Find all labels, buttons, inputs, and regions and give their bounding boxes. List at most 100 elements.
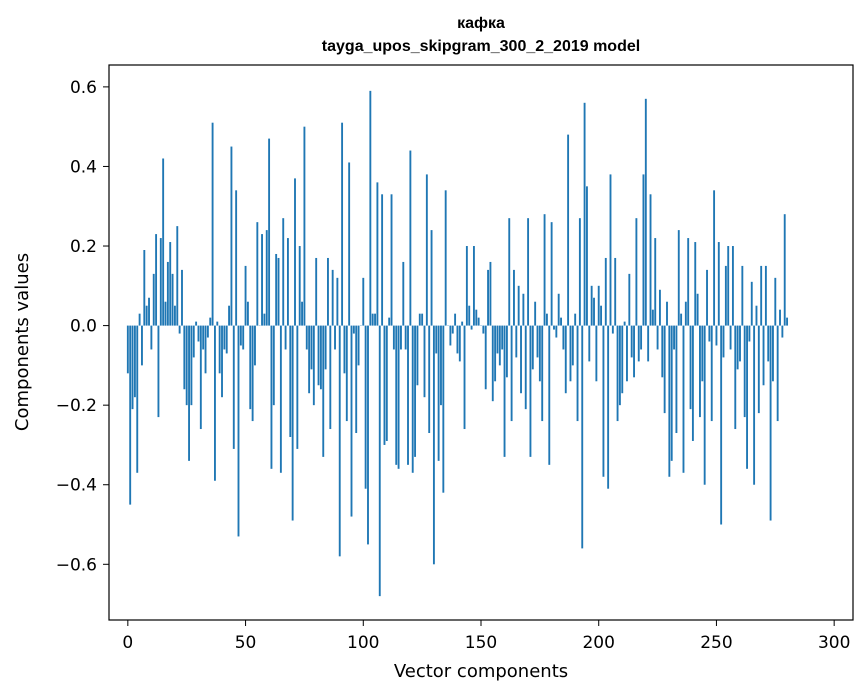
x-tick-label: 200 [582, 633, 614, 653]
bar [503, 325, 506, 457]
bar [548, 325, 551, 465]
bar [656, 325, 659, 350]
bar [432, 325, 435, 565]
bar [588, 325, 591, 362]
bar [322, 325, 325, 457]
bar [731, 246, 734, 326]
chart-title: кафка [457, 15, 505, 32]
bar [706, 269, 708, 326]
bar [724, 265, 727, 326]
bar [296, 325, 299, 449]
bar [668, 325, 671, 477]
bar [764, 265, 767, 326]
bar [164, 301, 167, 326]
bar [449, 325, 452, 346]
bar [560, 317, 562, 326]
x-tick-label: 300 [818, 633, 850, 653]
bar [557, 293, 560, 326]
bar [776, 325, 779, 422]
bar [524, 325, 527, 410]
bar [329, 325, 332, 430]
bar [376, 182, 379, 326]
plot-area-frame [108, 64, 854, 621]
x-tick-label: 0 [122, 633, 133, 653]
bar [649, 194, 652, 326]
bar [743, 325, 746, 418]
bar [640, 325, 643, 350]
bar [541, 325, 544, 422]
bar [633, 325, 635, 378]
bar [494, 325, 497, 382]
bar [734, 325, 737, 430]
bar [489, 261, 492, 326]
bar [609, 174, 612, 326]
bar [517, 285, 520, 326]
bar [680, 313, 683, 326]
y-tick-label: −0.4 [56, 476, 97, 496]
bar [148, 297, 150, 326]
bar [157, 325, 160, 418]
bar [595, 325, 598, 382]
bar [569, 325, 572, 382]
bar [779, 309, 781, 326]
bar [225, 325, 228, 354]
bar [265, 230, 268, 326]
bar [407, 325, 409, 465]
bar [772, 325, 774, 382]
bar [604, 257, 607, 326]
bar [277, 257, 280, 326]
y-tick-label: 0.6 [70, 78, 97, 98]
bar [628, 273, 631, 326]
bar [567, 134, 570, 326]
bar [757, 325, 760, 414]
bar [755, 305, 758, 326]
bar [675, 325, 678, 434]
bar [769, 325, 772, 521]
bar [131, 325, 134, 410]
bar [400, 325, 402, 350]
bar [699, 325, 701, 418]
bar [651, 309, 654, 326]
bar [230, 146, 233, 326]
bar [498, 325, 501, 366]
bar [126, 325, 129, 374]
bar [538, 325, 541, 382]
bar [515, 325, 518, 358]
x-tick-label: 100 [347, 633, 379, 653]
bar [211, 122, 214, 326]
bar [590, 285, 593, 326]
bar [166, 261, 169, 326]
bar [178, 325, 181, 334]
y-tick-label: 0.2 [70, 237, 97, 257]
bar [357, 325, 360, 366]
bar [190, 325, 193, 406]
bar [491, 325, 494, 402]
bar [508, 218, 511, 326]
bar [550, 222, 553, 326]
bar [195, 321, 198, 326]
bar [748, 325, 751, 342]
bar [221, 325, 223, 398]
bar [155, 234, 158, 326]
bar [279, 325, 282, 473]
x-tick-label: 50 [235, 633, 257, 653]
bar [282, 218, 285, 326]
bar [786, 317, 789, 326]
bar [607, 325, 610, 489]
bar [717, 242, 720, 326]
bar [324, 325, 327, 370]
bar [750, 281, 753, 326]
bar [477, 317, 480, 326]
bar [176, 226, 179, 326]
bar [343, 325, 346, 374]
bar [192, 325, 195, 358]
bar [223, 325, 226, 350]
bar [294, 178, 296, 326]
bar [762, 325, 765, 386]
bar [129, 325, 132, 505]
bar [576, 325, 579, 422]
chart-subtitle: tayga_upos_skipgram_300_2_2019 model [322, 38, 640, 55]
bar [261, 234, 263, 326]
bar [661, 325, 664, 378]
bar [602, 325, 605, 477]
